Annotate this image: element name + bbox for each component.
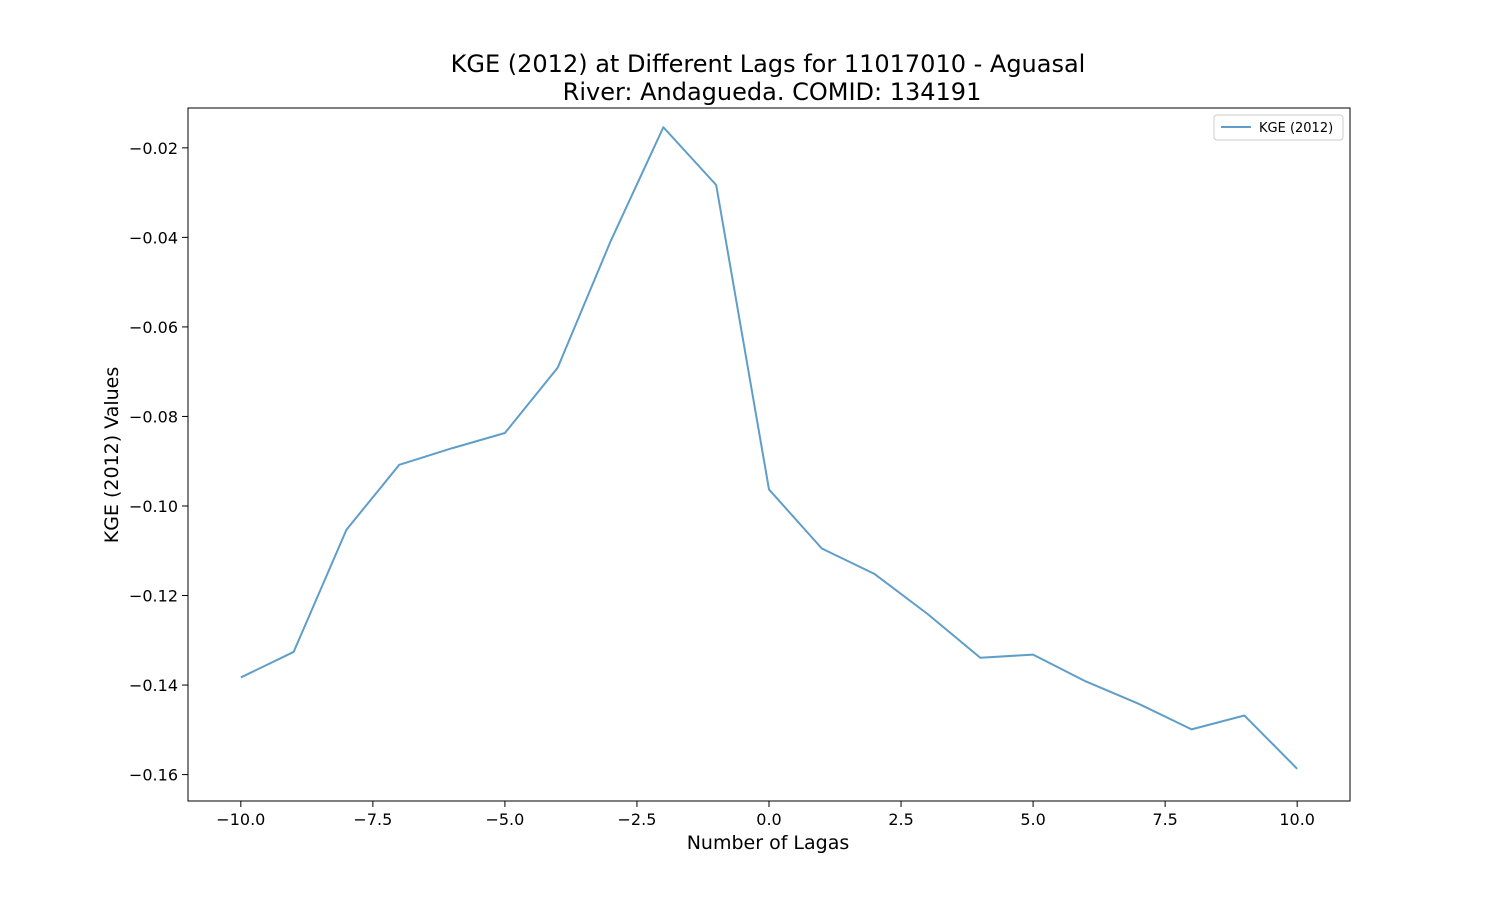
y-axis-label: KGE (2012) Values xyxy=(101,367,123,544)
y-tick-label: −0.16 xyxy=(129,766,178,785)
x-tick-label: 5.0 xyxy=(1020,810,1045,829)
legend-label: KGE (2012) xyxy=(1259,121,1333,136)
chart-title-line1: KGE (2012) at Different Lags for 1101701… xyxy=(451,50,1086,78)
y-tick-label: −0.04 xyxy=(129,228,178,247)
legend-box xyxy=(1213,114,1344,141)
y-tick-label: −0.02 xyxy=(129,139,178,158)
chart-title-line2: River: Andagueda. COMID: 134191 xyxy=(563,78,982,106)
x-axis-label: Number of Lagas xyxy=(687,832,850,854)
plot-area xyxy=(240,126,1298,770)
x-tick-label: 0.0 xyxy=(756,810,781,829)
x-tick-label: −2.5 xyxy=(618,810,657,829)
y-tick-label: −0.12 xyxy=(129,587,178,606)
y-tick-label: −0.10 xyxy=(129,497,178,516)
x-tick-label: −7.5 xyxy=(353,810,392,829)
y-tick-label: −0.14 xyxy=(129,676,178,695)
x-tick-label: 7.5 xyxy=(1152,810,1177,829)
legend: KGE (2012) xyxy=(1213,114,1344,141)
y-tick-label: −0.06 xyxy=(129,318,178,337)
series-line xyxy=(240,126,1298,770)
x-tick-label: −10.0 xyxy=(216,810,265,829)
x-tick-label: 2.5 xyxy=(888,810,913,829)
plot-frame xyxy=(187,107,1351,802)
x-axis: −10.0 −7.5 −5.0 −2.5 0.0 2.5 5.0 7.5 10.0 xyxy=(216,801,1315,829)
x-tick-label: −5.0 xyxy=(485,810,524,829)
y-axis: −0.02 −0.04 −0.06 −0.08 −0.10 −0.12 −0.14 −0.16 xyxy=(129,139,188,785)
x-tick-label: 10.0 xyxy=(1279,810,1315,829)
y-tick-label: −0.08 xyxy=(129,407,178,426)
